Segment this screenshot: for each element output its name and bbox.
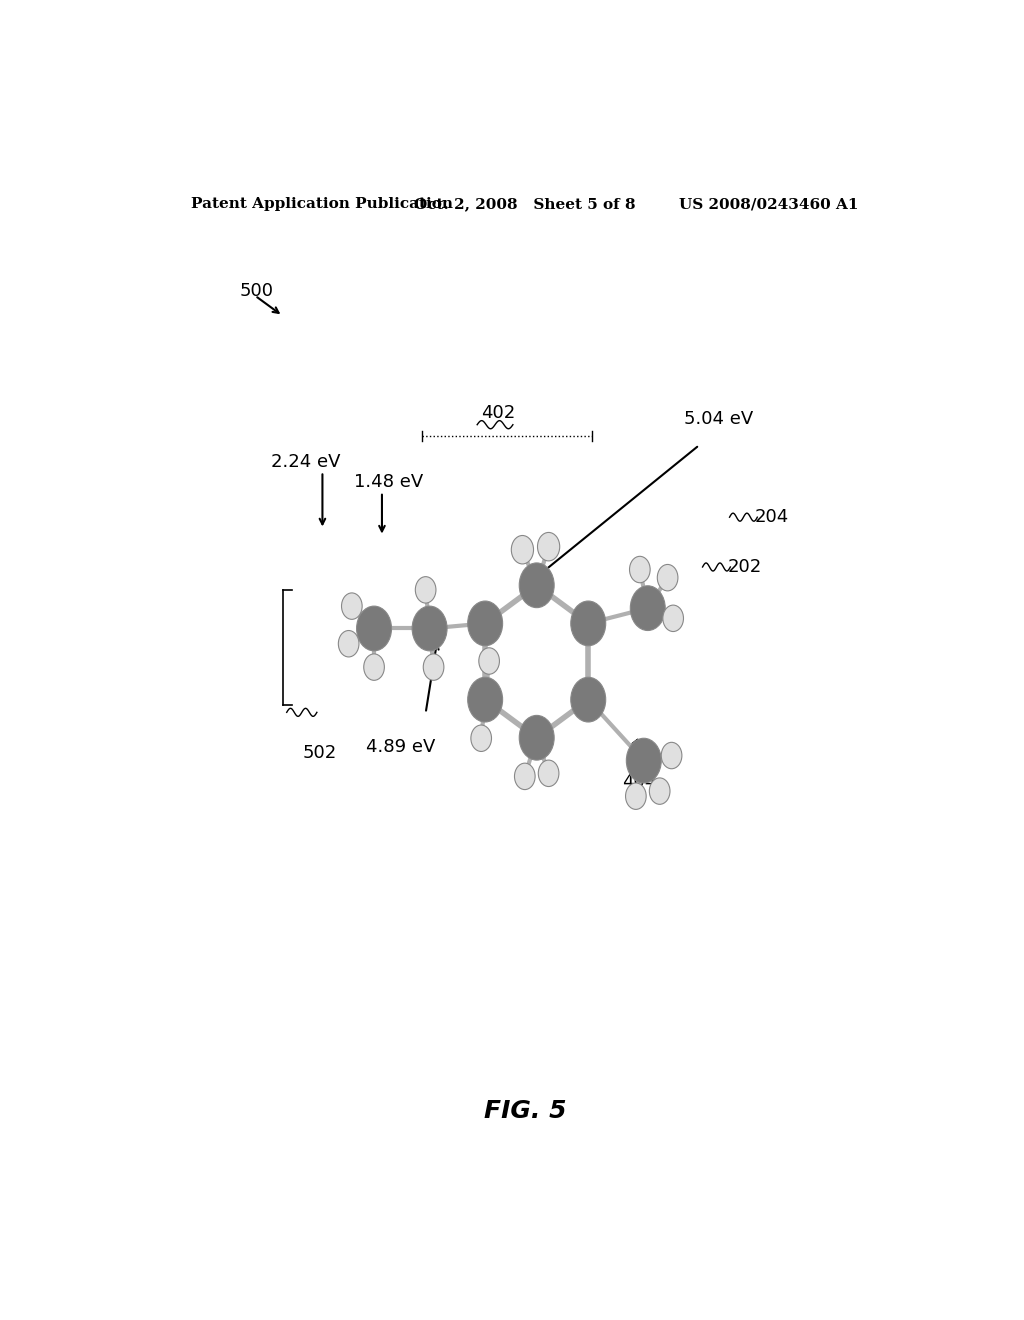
- Circle shape: [663, 605, 683, 631]
- Circle shape: [519, 715, 554, 760]
- Text: Patent Application Publication: Patent Application Publication: [191, 197, 454, 211]
- Text: 404: 404: [622, 774, 655, 791]
- Circle shape: [468, 677, 503, 722]
- Circle shape: [649, 777, 670, 804]
- Text: 500: 500: [240, 282, 273, 301]
- Circle shape: [570, 677, 606, 722]
- Circle shape: [479, 648, 500, 675]
- Circle shape: [538, 532, 560, 561]
- Circle shape: [342, 593, 362, 619]
- Circle shape: [356, 606, 391, 651]
- Text: 2.24 eV: 2.24 eV: [270, 453, 340, 471]
- Circle shape: [519, 562, 554, 607]
- Circle shape: [630, 556, 650, 582]
- Text: 402: 402: [481, 404, 515, 422]
- Circle shape: [514, 763, 536, 789]
- Circle shape: [627, 738, 662, 783]
- Text: FIG. 5: FIG. 5: [483, 1098, 566, 1122]
- Circle shape: [468, 601, 503, 645]
- Circle shape: [364, 653, 384, 680]
- Text: 4.89 eV: 4.89 eV: [367, 738, 435, 756]
- Text: 202: 202: [727, 558, 762, 576]
- Circle shape: [626, 783, 646, 809]
- Text: 1.48 eV: 1.48 eV: [354, 474, 424, 491]
- Text: 502: 502: [303, 744, 337, 762]
- Circle shape: [338, 631, 359, 657]
- Circle shape: [631, 586, 666, 631]
- Text: 204: 204: [755, 508, 790, 527]
- Circle shape: [511, 536, 534, 564]
- Circle shape: [423, 653, 443, 680]
- Circle shape: [662, 742, 682, 768]
- Circle shape: [471, 725, 492, 751]
- Text: Oct. 2, 2008   Sheet 5 of 8: Oct. 2, 2008 Sheet 5 of 8: [414, 197, 636, 211]
- Circle shape: [657, 565, 678, 591]
- Circle shape: [412, 606, 447, 651]
- Text: 5.04 eV: 5.04 eV: [684, 411, 753, 429]
- Circle shape: [416, 577, 436, 603]
- Text: US 2008/0243460 A1: US 2008/0243460 A1: [679, 197, 858, 211]
- Circle shape: [539, 760, 559, 787]
- Circle shape: [570, 601, 606, 645]
